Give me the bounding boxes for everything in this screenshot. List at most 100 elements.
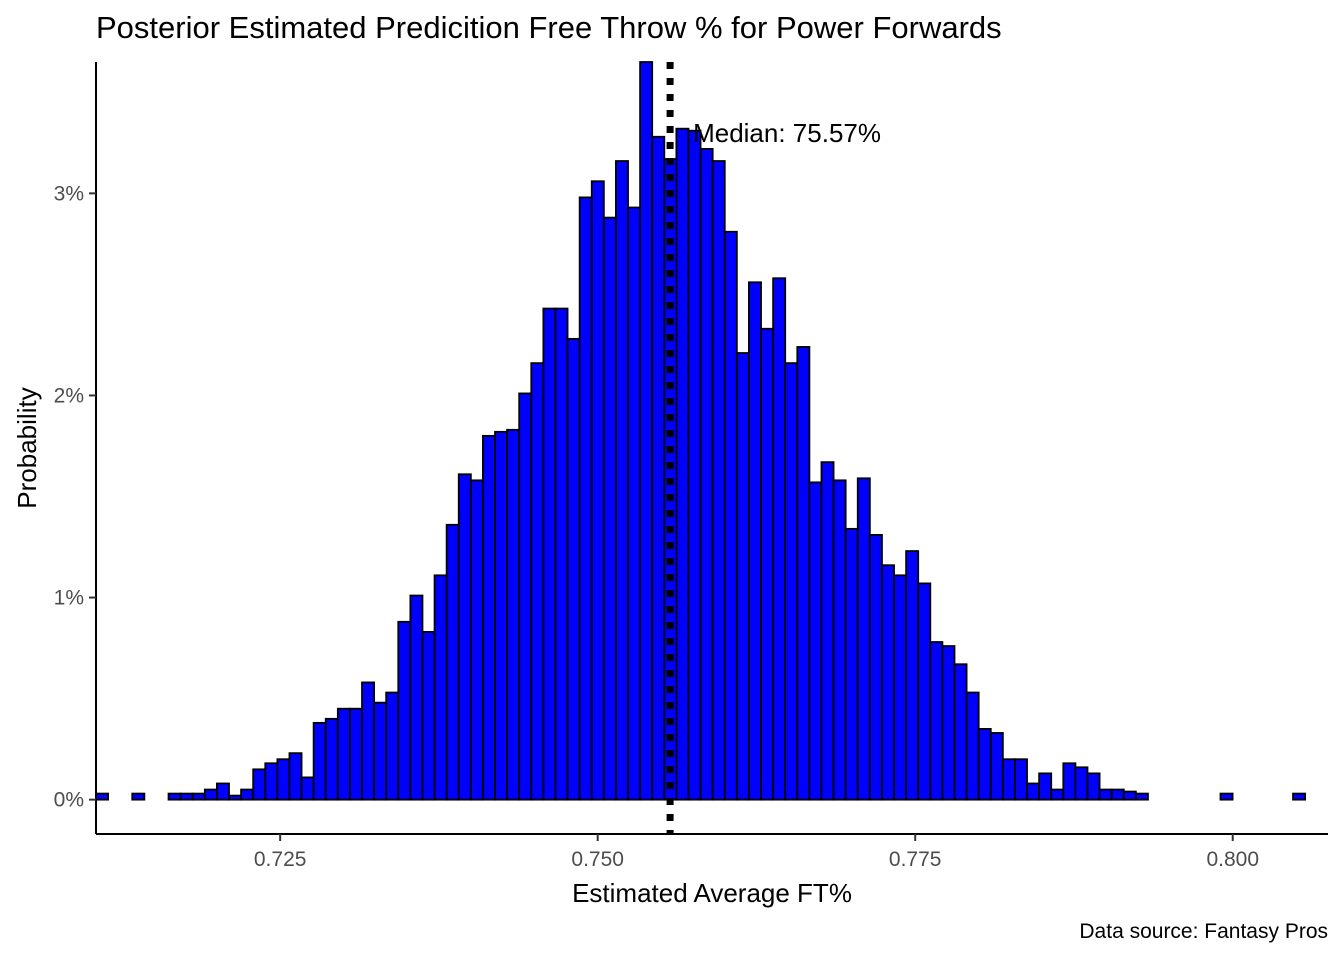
histogram-bar bbox=[1026, 782, 1041, 801]
histogram-bar bbox=[361, 681, 376, 801]
x-tick-label: 0.750 bbox=[571, 848, 624, 871]
axes bbox=[95, 62, 1328, 835]
histogram-bar bbox=[748, 281, 762, 801]
histogram-bar bbox=[1074, 766, 1089, 801]
histogram-bar bbox=[808, 481, 823, 801]
histogram-bar bbox=[989, 732, 1004, 801]
histogram-bar bbox=[530, 362, 545, 801]
histogram-bar bbox=[300, 776, 315, 801]
histogram-bar bbox=[820, 461, 835, 801]
histogram-bar bbox=[228, 794, 242, 801]
histogram-bar bbox=[252, 768, 267, 801]
histogram-bar bbox=[602, 216, 617, 801]
histogram-bar bbox=[95, 792, 109, 801]
histogram-bar bbox=[1098, 788, 1113, 801]
histogram-bar bbox=[457, 473, 472, 801]
histogram-bar bbox=[506, 428, 521, 801]
histogram-bar bbox=[324, 717, 339, 801]
histogram-bar bbox=[796, 346, 811, 801]
histogram-bar bbox=[349, 707, 363, 801]
x-tick-label: 0.725 bbox=[254, 848, 307, 871]
histogram-bar bbox=[276, 758, 291, 801]
histogram-bar bbox=[772, 277, 787, 801]
histogram-bar bbox=[917, 582, 932, 801]
histogram-bar bbox=[1219, 792, 1234, 801]
histogram-bar bbox=[409, 594, 424, 801]
histogram-bar bbox=[590, 180, 605, 801]
histogram-bar bbox=[191, 792, 206, 801]
x-tick-label: 0.775 bbox=[889, 848, 942, 871]
y-tick-label: 0% bbox=[54, 789, 84, 812]
histogram-bar bbox=[1086, 772, 1101, 801]
histogram-bar bbox=[1134, 792, 1149, 801]
histogram-bars bbox=[95, 61, 1307, 801]
histogram-bar bbox=[760, 327, 775, 801]
histogram-bar bbox=[639, 61, 654, 801]
histogram-bar bbox=[288, 752, 303, 801]
histogram-bar bbox=[941, 645, 956, 801]
histogram-bar bbox=[965, 691, 980, 801]
histogram-bar bbox=[554, 307, 569, 801]
y-tick-label: 1% bbox=[54, 587, 84, 610]
median-annotation: Median: 75.57% bbox=[693, 118, 881, 148]
histogram-bar bbox=[131, 792, 146, 801]
histogram-bar bbox=[905, 550, 920, 801]
histogram-bar bbox=[856, 477, 871, 801]
histogram-bar bbox=[1038, 772, 1053, 801]
x-ticks: 0.725 0.750 0.775 0.800 bbox=[254, 834, 1259, 871]
histogram-bar bbox=[1122, 790, 1137, 801]
histogram-bar bbox=[675, 127, 690, 801]
histogram-bar bbox=[494, 430, 509, 801]
histogram-bar bbox=[421, 631, 436, 801]
histogram-bar bbox=[977, 728, 992, 801]
histogram-bar bbox=[445, 523, 460, 801]
histogram-bar bbox=[240, 788, 255, 801]
histogram-bar bbox=[651, 135, 666, 801]
histogram-bar bbox=[373, 701, 388, 801]
y-ticks: 0% 1% 2% 3% bbox=[54, 182, 96, 812]
histogram-bar bbox=[929, 641, 944, 801]
histogram-bar bbox=[723, 230, 738, 801]
histogram-bar bbox=[953, 663, 968, 801]
histogram-bar bbox=[264, 762, 279, 801]
histogram-bar bbox=[433, 574, 448, 801]
y-axis-label: Probability bbox=[12, 387, 42, 508]
histogram-bar bbox=[566, 337, 581, 801]
histogram-bar bbox=[844, 527, 859, 801]
histogram-bar bbox=[518, 392, 533, 801]
histogram-bar bbox=[893, 574, 908, 801]
histogram-bar bbox=[179, 792, 194, 801]
histogram-bar bbox=[469, 479, 484, 801]
histogram-bar bbox=[578, 196, 593, 801]
histogram-bar bbox=[336, 707, 351, 801]
histogram-bar bbox=[482, 434, 496, 801]
histogram-bar bbox=[699, 147, 714, 801]
histogram-bar bbox=[1062, 762, 1077, 801]
y-tick-label: 3% bbox=[54, 182, 84, 205]
histogram-bar bbox=[312, 721, 327, 801]
histogram-bar bbox=[216, 782, 230, 801]
x-tick-label: 0.800 bbox=[1206, 848, 1259, 871]
histogram-bar bbox=[881, 564, 895, 801]
histogram-bar bbox=[784, 362, 799, 801]
histogram-bar bbox=[1292, 792, 1307, 801]
histogram-bar bbox=[1110, 788, 1125, 801]
histogram-bar bbox=[1014, 758, 1028, 801]
x-axis-label: Estimated Average FT% bbox=[572, 878, 852, 908]
histogram-bar bbox=[1001, 758, 1016, 801]
histogram-bar bbox=[542, 307, 557, 801]
histogram-bar bbox=[627, 206, 642, 801]
histogram-bar bbox=[385, 691, 400, 801]
histogram-bar bbox=[167, 792, 182, 801]
y-tick-label: 2% bbox=[54, 384, 84, 407]
histogram-bar bbox=[687, 129, 702, 801]
histogram-bar bbox=[735, 352, 750, 801]
data-source-caption: Data source: Fantasy Pros bbox=[1079, 920, 1328, 943]
histogram-bar bbox=[203, 788, 218, 801]
histogram-bar bbox=[1050, 788, 1065, 801]
chart-title: Posterior Estimated Predicition Free Thr… bbox=[96, 10, 1002, 45]
histogram-bar bbox=[397, 620, 412, 801]
histogram-bar bbox=[832, 479, 847, 801]
histogram-bar bbox=[868, 534, 883, 801]
